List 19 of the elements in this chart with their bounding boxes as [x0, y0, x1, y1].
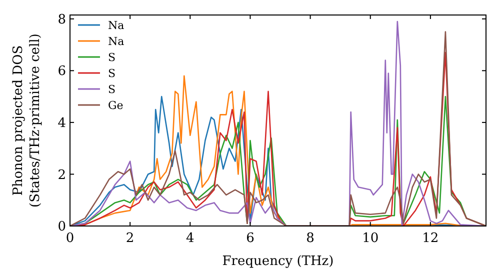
x-tick-label: 4	[186, 231, 194, 246]
y-tick-label: 4	[58, 116, 66, 131]
y-tick-label: 0	[58, 220, 66, 235]
legend-label: Na	[108, 34, 125, 48]
legend-label: S	[108, 50, 116, 64]
x-tick-label: 10	[362, 231, 379, 246]
y-tick-label: 8	[58, 12, 66, 28]
x-tick-label: 6	[246, 231, 254, 246]
y-axis-title: Phonon projected DOS (States/THz·primitive cell)	[11, 33, 43, 208]
x-tick-label: 12	[422, 231, 439, 246]
x-tick-label: 2	[126, 231, 134, 246]
legend-label: Ge	[108, 98, 124, 112]
legend-label: Na	[108, 18, 125, 32]
x-axis-title: Frequency (THz)	[222, 254, 334, 269]
y-tick-label: 6	[58, 64, 66, 80]
x-tick-label: 8	[306, 231, 314, 246]
legend-label: S	[108, 82, 116, 96]
legend-label: S	[108, 66, 116, 80]
y-tick-label: 2	[58, 168, 66, 183]
